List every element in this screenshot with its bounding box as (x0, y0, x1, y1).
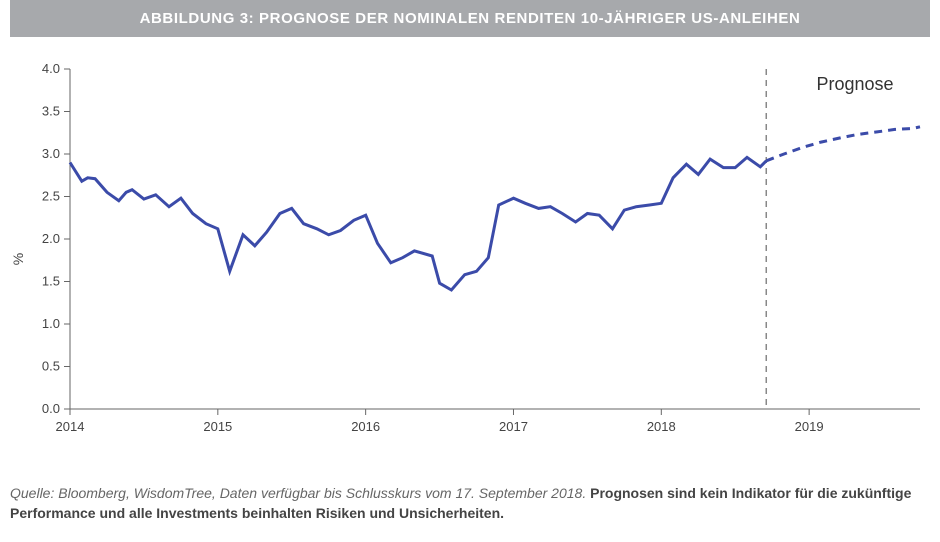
svg-text:0.0: 0.0 (42, 401, 60, 416)
svg-text:3.0: 3.0 (42, 146, 60, 161)
chart-caption: Quelle: Bloomberg, WisdomTree, Daten ver… (10, 483, 930, 524)
chart-title-bar: ABBILDUNG 3: PROGNOSE DER NOMINALEN REND… (10, 0, 930, 37)
caption-source: Quelle: Bloomberg, WisdomTree, Daten ver… (10, 485, 590, 501)
svg-text:2.5: 2.5 (42, 189, 60, 204)
svg-text:4.0: 4.0 (42, 61, 60, 76)
svg-text:1.5: 1.5 (42, 274, 60, 289)
svg-text:1.0: 1.0 (42, 316, 60, 331)
line-chart: % Prognose 0.0 0.5 1.0 1.5 2.0 2.5 3.0 3.5 4.0 20… (10, 49, 930, 469)
forecast-label: Prognose (817, 74, 894, 95)
svg-text:2015: 2015 (203, 419, 232, 434)
chart-svg: 0.0 0.5 1.0 1.5 2.0 2.5 3.0 3.5 4.0 2014 2015 2016 2… (10, 49, 930, 469)
svg-text:2018: 2018 (647, 419, 676, 434)
svg-text:2014: 2014 (56, 419, 85, 434)
svg-text:2019: 2019 (795, 419, 824, 434)
svg-text:2017: 2017 (499, 419, 528, 434)
svg-text:3.5: 3.5 (42, 104, 60, 119)
svg-text:2016: 2016 (351, 419, 380, 434)
y-axis-label: % (10, 253, 26, 265)
svg-text:2.0: 2.0 (42, 231, 60, 246)
svg-text:0.5: 0.5 (42, 359, 60, 374)
